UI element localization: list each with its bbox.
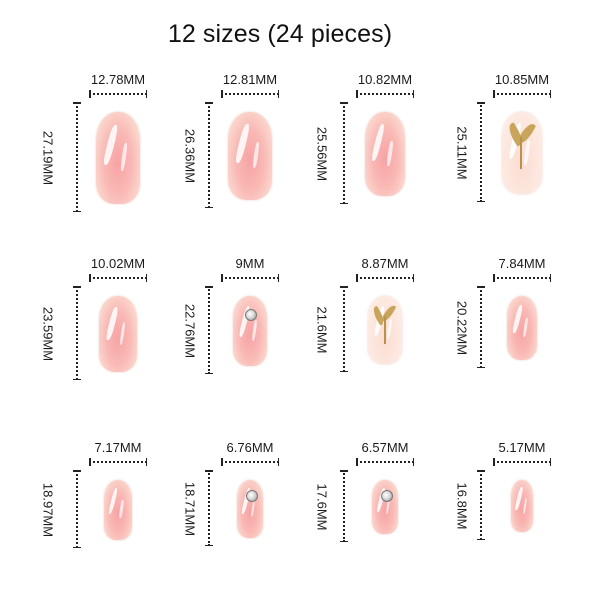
nail-height-label: 21.6MM [314, 306, 330, 354]
nail-width-label: 12.81MM [222, 72, 278, 87]
press-on-nail-gem [237, 480, 263, 538]
nail-highlight [251, 319, 258, 341]
nail-width-label: 5.17MM [498, 440, 546, 455]
press-on-nail-pink [365, 112, 405, 196]
page-title: 12 sizes (24 pieces) [167, 20, 393, 48]
nail-highlight [370, 123, 387, 161]
press-on-nail-pink [99, 296, 137, 372]
height-dimension-line [340, 286, 351, 372]
nail-highlight [523, 139, 531, 165]
nail-highlight [386, 140, 394, 166]
nail-highlight [522, 497, 527, 514]
nail-highlight [513, 487, 524, 511]
press-on-nail-leaf [368, 296, 402, 364]
nail-highlight [102, 124, 120, 166]
nail-height-label: 20.22MM [454, 300, 470, 356]
press-on-nail-pink [104, 480, 132, 540]
nail-highlight [119, 321, 127, 345]
width-dimension-line [221, 274, 279, 285]
width-dimension-line [356, 90, 414, 101]
width-dimension-line [356, 274, 414, 285]
press-on-nail-gem [233, 296, 267, 366]
height-dimension-line [477, 102, 488, 202]
width-dimension-line [221, 458, 279, 469]
height-dimension-line [73, 102, 84, 212]
width-dimension-line [89, 90, 147, 101]
nail-width-label: 10.85MM [494, 72, 550, 87]
nail-height-label: 23.59MM [40, 306, 56, 362]
height-dimension-line [340, 102, 351, 204]
width-dimension-line [493, 90, 551, 101]
nail-highlight [250, 499, 256, 518]
nail-height-label: 18.71MM [182, 481, 198, 537]
height-dimension-line [340, 470, 351, 542]
height-dimension-line [73, 470, 84, 548]
leaf-stem [520, 136, 523, 170]
press-on-nail-pink [511, 480, 533, 532]
nail-highlight [118, 500, 125, 519]
nail-width-label: 12.78MM [90, 72, 146, 87]
leaf-stem [383, 316, 386, 344]
nail-height-label: 27.19MM [40, 130, 56, 186]
nail-height-label: 26.36MM [182, 128, 198, 184]
nail-width-label: 8.87MM [361, 256, 409, 271]
nail-highlight [511, 304, 524, 334]
height-dimension-line [205, 470, 216, 546]
nail-width-label: 7.17MM [94, 440, 142, 455]
width-dimension-line [89, 458, 147, 469]
press-on-nail-pink [507, 296, 537, 360]
nail-width-label: 6.76MM [226, 440, 274, 455]
height-dimension-line [205, 286, 216, 374]
nail-height-label: 18.97MM [40, 482, 56, 538]
nail-height-label: 16.8MM [454, 482, 470, 530]
nail-width-label: 10.82MM [357, 72, 413, 87]
rhinestone-icon [245, 490, 258, 503]
nail-width-label: 10.02MM [90, 256, 146, 271]
height-dimension-line [73, 286, 84, 380]
nail-highlight [119, 143, 128, 171]
rhinestone-icon [380, 489, 393, 502]
width-dimension-line [221, 90, 279, 101]
width-dimension-line [493, 274, 551, 285]
nail-highlight [107, 488, 120, 515]
nail-highlight [234, 124, 252, 164]
press-on-nail-pink [228, 112, 272, 200]
rhinestone-icon [244, 308, 257, 321]
height-dimension-line [477, 470, 488, 540]
nail-highlight [104, 306, 120, 341]
press-on-nail-gem [372, 480, 398, 534]
width-dimension-line [356, 458, 414, 469]
width-dimension-line [89, 274, 147, 285]
width-dimension-line [493, 458, 551, 469]
nail-height-label: 25.11MM [454, 126, 470, 180]
height-dimension-line [477, 286, 488, 368]
nail-height-label: 25.56MM [314, 126, 330, 182]
nail-width-label: 7.84MM [498, 256, 546, 271]
nail-highlight [251, 141, 260, 169]
press-on-nail-pink [96, 112, 140, 204]
nail-height-label: 22.76MM [182, 303, 198, 359]
nail-highlight [386, 319, 393, 340]
nail-height-label: 17.6MM [314, 483, 330, 531]
nail-width-label: 6.57MM [361, 440, 409, 455]
nail-highlight [523, 317, 529, 337]
nail-width-label: 9MM [235, 256, 265, 271]
height-dimension-line [205, 102, 216, 208]
press-on-nail-leaf [502, 112, 542, 194]
